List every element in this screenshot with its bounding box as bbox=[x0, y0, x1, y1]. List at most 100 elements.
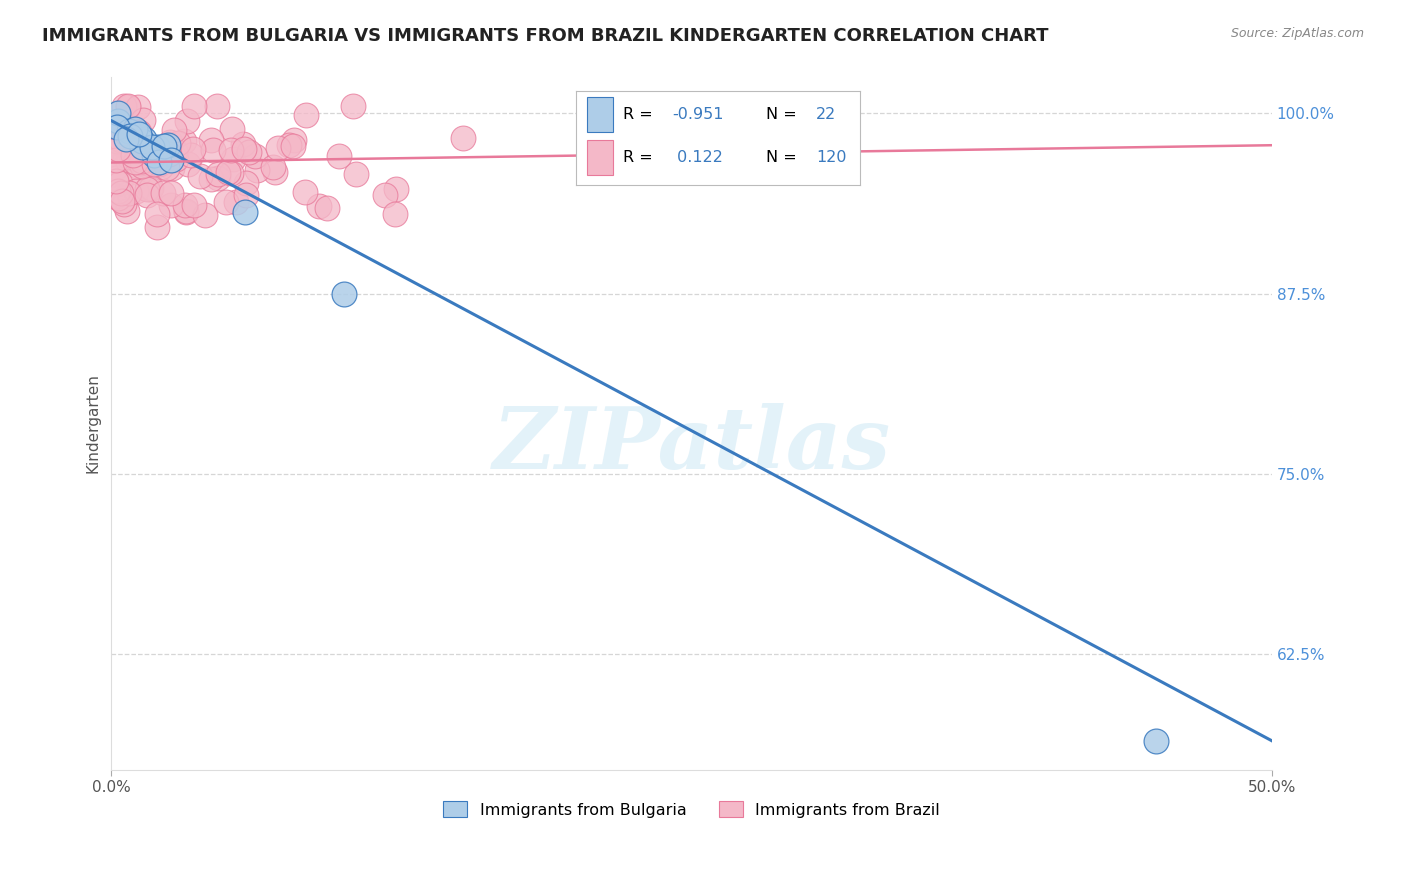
Point bbox=[163, 123, 186, 137]
Point bbox=[114, 126, 136, 140]
Point bbox=[136, 187, 159, 202]
Point bbox=[111, 194, 134, 208]
Point bbox=[277, 137, 299, 152]
Point bbox=[207, 99, 229, 113]
Point bbox=[107, 142, 129, 156]
Point bbox=[159, 135, 181, 149]
Point bbox=[105, 174, 128, 188]
Point bbox=[127, 128, 149, 142]
Point bbox=[105, 189, 128, 203]
Point bbox=[112, 197, 135, 211]
Point bbox=[243, 149, 266, 163]
Point bbox=[453, 130, 475, 145]
Point bbox=[105, 153, 128, 167]
Point bbox=[207, 167, 229, 181]
Point bbox=[148, 154, 170, 169]
Point bbox=[174, 205, 197, 219]
Point bbox=[1144, 734, 1167, 748]
Point bbox=[118, 124, 141, 138]
Point bbox=[233, 205, 256, 219]
Point bbox=[180, 148, 202, 162]
Point bbox=[118, 123, 141, 137]
Point bbox=[267, 141, 290, 155]
Point bbox=[124, 154, 146, 169]
Point bbox=[281, 139, 304, 153]
Point bbox=[141, 140, 163, 154]
Point bbox=[146, 140, 169, 154]
Point bbox=[332, 286, 354, 301]
Text: IMMIGRANTS FROM BULGARIA VS IMMIGRANTS FROM BRAZIL KINDERGARTEN CORRELATION CHAR: IMMIGRANTS FROM BULGARIA VS IMMIGRANTS F… bbox=[42, 27, 1049, 45]
Point bbox=[136, 182, 159, 196]
Point bbox=[105, 134, 128, 148]
Point bbox=[176, 114, 198, 128]
Point bbox=[131, 140, 153, 154]
Point bbox=[217, 165, 239, 179]
Point bbox=[181, 143, 204, 157]
Point bbox=[238, 145, 260, 159]
Point bbox=[115, 204, 138, 219]
Point bbox=[344, 167, 367, 181]
Point bbox=[118, 150, 141, 164]
Point bbox=[105, 152, 128, 166]
Point bbox=[121, 148, 143, 162]
Point bbox=[156, 144, 179, 158]
Point bbox=[235, 188, 257, 202]
Point bbox=[143, 157, 166, 171]
Point bbox=[118, 128, 141, 143]
Text: Source: ZipAtlas.com: Source: ZipAtlas.com bbox=[1230, 27, 1364, 40]
Point bbox=[132, 113, 155, 128]
Point bbox=[173, 134, 195, 148]
Point bbox=[219, 144, 242, 158]
Point bbox=[342, 99, 364, 113]
Point bbox=[108, 176, 131, 190]
Text: ZIPatlas: ZIPatlas bbox=[492, 402, 891, 486]
Point bbox=[295, 108, 318, 122]
Point bbox=[131, 134, 153, 148]
Point bbox=[183, 198, 205, 212]
Point bbox=[146, 220, 169, 235]
Point bbox=[167, 136, 190, 151]
Point bbox=[308, 199, 330, 213]
Point bbox=[163, 144, 186, 158]
Point bbox=[128, 125, 150, 139]
Point bbox=[112, 99, 135, 113]
Point bbox=[160, 186, 183, 200]
Point bbox=[294, 186, 316, 200]
Point bbox=[384, 207, 406, 221]
Point bbox=[374, 187, 396, 202]
Point bbox=[132, 132, 155, 146]
Point bbox=[174, 198, 197, 212]
Point bbox=[143, 148, 166, 162]
Point bbox=[127, 100, 149, 114]
Point bbox=[207, 171, 229, 186]
Point bbox=[107, 184, 129, 198]
Point bbox=[129, 156, 152, 170]
Point bbox=[157, 147, 180, 161]
Point bbox=[263, 165, 285, 179]
Point bbox=[153, 139, 176, 153]
Point bbox=[194, 208, 217, 222]
Point bbox=[105, 141, 128, 155]
Point bbox=[221, 121, 243, 136]
Point bbox=[221, 153, 243, 167]
Point bbox=[232, 142, 254, 156]
Point bbox=[316, 201, 339, 215]
Point bbox=[128, 161, 150, 175]
Point bbox=[132, 151, 155, 165]
Point bbox=[131, 159, 153, 173]
Point bbox=[138, 150, 160, 164]
Y-axis label: Kindergarten: Kindergarten bbox=[86, 374, 100, 474]
Point bbox=[107, 191, 129, 205]
Point bbox=[183, 99, 205, 113]
Point bbox=[108, 143, 131, 157]
Point bbox=[149, 161, 172, 175]
Point bbox=[107, 114, 129, 128]
Point bbox=[138, 181, 160, 195]
Point bbox=[105, 170, 128, 185]
Point bbox=[232, 137, 254, 152]
Point bbox=[157, 137, 180, 152]
Point bbox=[200, 132, 222, 146]
Point bbox=[215, 194, 238, 209]
Point bbox=[117, 99, 139, 113]
Point bbox=[105, 129, 128, 144]
